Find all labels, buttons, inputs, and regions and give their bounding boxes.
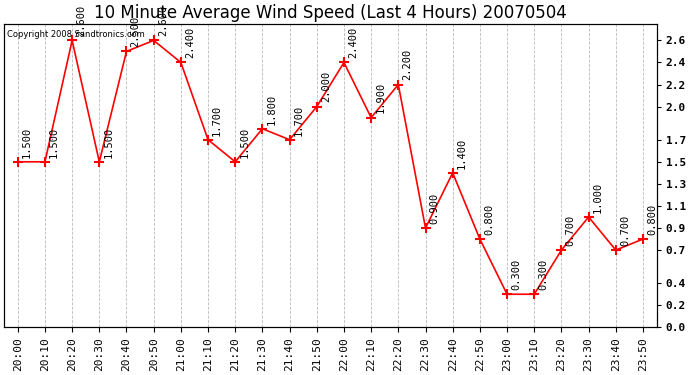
Text: 2.400: 2.400 [348,27,358,58]
Text: 0.800: 0.800 [484,204,494,235]
Text: 1.700: 1.700 [213,104,222,135]
Text: 1.900: 1.900 [375,82,385,114]
Text: 1.700: 1.700 [294,104,304,135]
Text: 2.600: 2.600 [77,5,86,36]
Text: 0.800: 0.800 [647,204,657,235]
Text: 2.200: 2.200 [402,49,413,80]
Text: 0.900: 0.900 [430,193,440,224]
Text: 0.300: 0.300 [511,259,521,290]
Text: 2.600: 2.600 [158,5,168,36]
Text: 1.800: 1.800 [266,93,277,124]
Text: 1.500: 1.500 [49,126,59,158]
Title: 10 Minute Average Wind Speed (Last 4 Hours) 20070504: 10 Minute Average Wind Speed (Last 4 Hou… [94,4,566,22]
Text: 0.300: 0.300 [538,259,549,290]
Text: 0.700: 0.700 [566,214,575,246]
Text: 2.500: 2.500 [130,16,141,47]
Text: 2.000: 2.000 [321,71,331,102]
Text: 1.500: 1.500 [104,126,113,158]
Text: 1.000: 1.000 [593,182,603,213]
Text: 1.500: 1.500 [22,126,32,158]
Text: 1.500: 1.500 [239,126,249,158]
Text: 0.700: 0.700 [620,214,630,246]
Text: 1.400: 1.400 [457,137,467,169]
Text: Copyright 2008 Sandtronics.com: Copyright 2008 Sandtronics.com [8,30,145,39]
Text: 2.400: 2.400 [185,27,195,58]
